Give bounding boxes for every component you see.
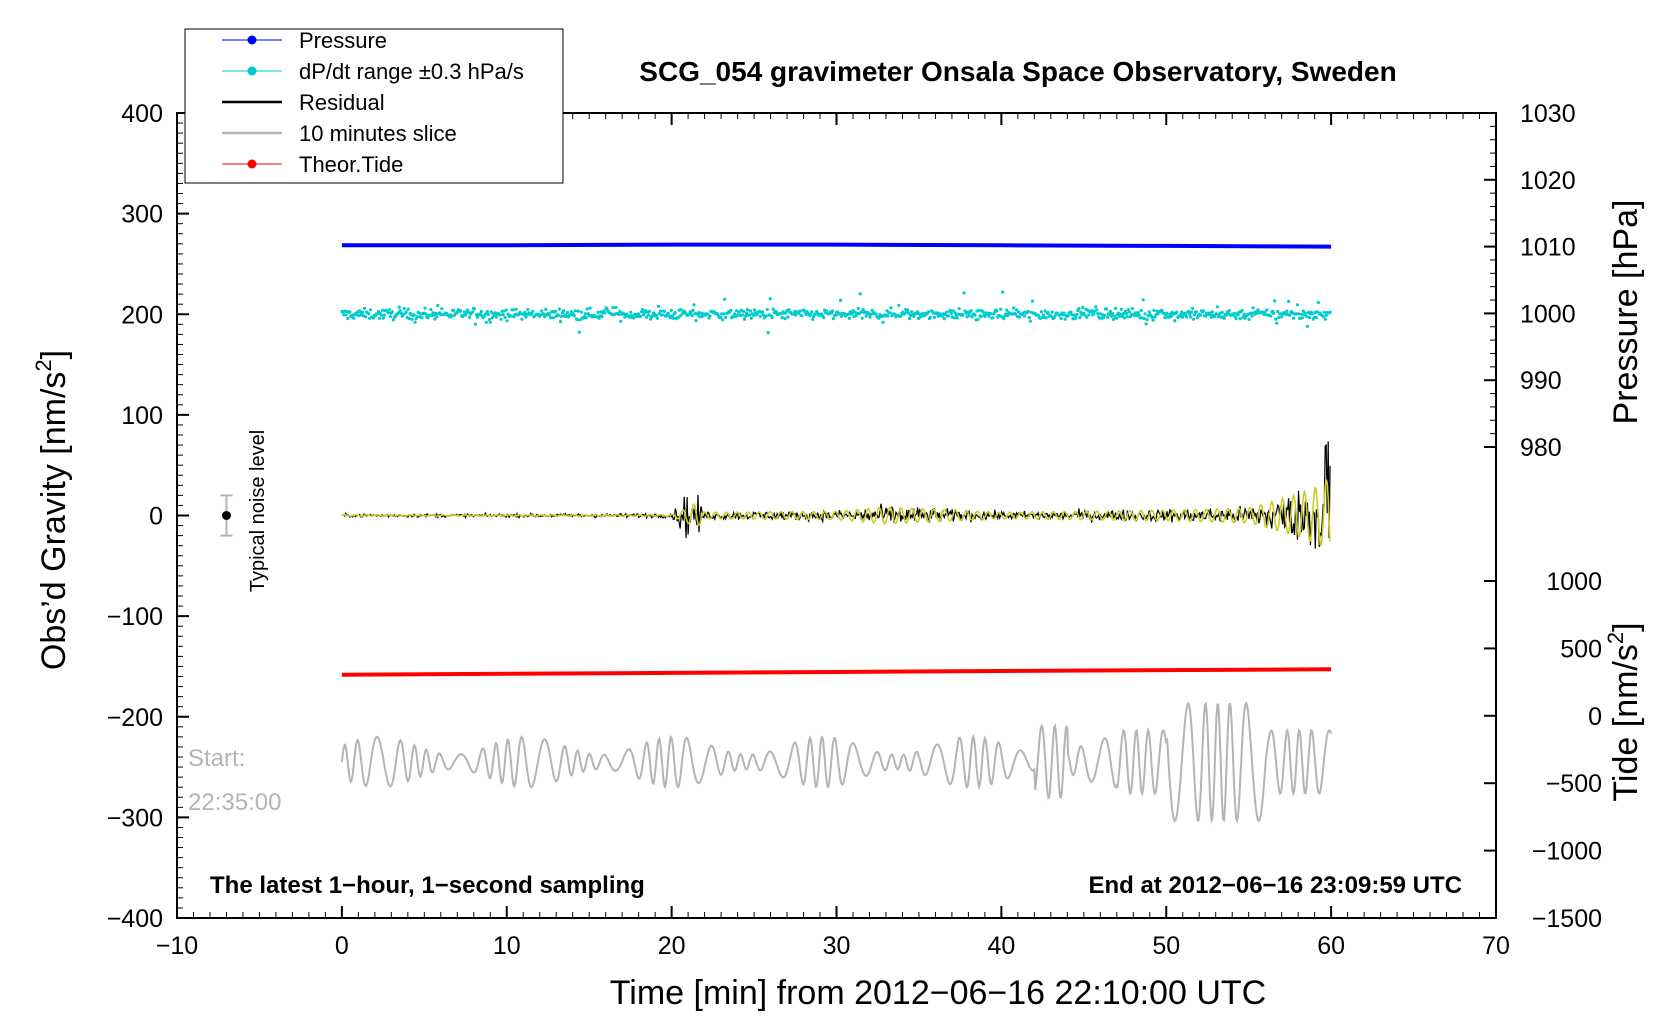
- x-tick-label: 30: [823, 932, 851, 960]
- tide-tick-label: 500: [1560, 635, 1602, 663]
- tide-tick-label: −1500: [1532, 905, 1602, 933]
- y-tick-label: 300: [121, 201, 163, 229]
- pressure-tick-label: 1020: [1520, 167, 1576, 195]
- tide-line: [341, 667, 1332, 677]
- tide-axis-title-sup: 2: [1603, 632, 1628, 644]
- x-tick-label: 60: [1317, 932, 1345, 960]
- legend-box: [184, 28, 564, 184]
- y-axis-title-close: ]: [35, 350, 73, 359]
- plot-frame: [176, 112, 1497, 919]
- tide-tick-label: 0: [1588, 703, 1602, 731]
- pressure-tick-label: 990: [1520, 367, 1562, 395]
- legend-marker: [247, 159, 257, 169]
- y-tick-label: 200: [121, 301, 163, 329]
- noise-level-label: Typical noise level: [247, 430, 269, 592]
- x-tick-label: −10: [156, 932, 198, 960]
- bottom-right-note: End at 2012−06−16 23:09:59 UTC: [1088, 872, 1462, 899]
- pressure-axis-title: Pressure [hPa]: [1607, 200, 1645, 425]
- data-series: [220, 242, 1333, 825]
- x-tick-label: 10: [493, 932, 521, 960]
- pressure-tick-label: 1000: [1520, 300, 1576, 328]
- legend-label: Theor.Tide: [299, 152, 403, 177]
- y-tick-label: −100: [107, 603, 163, 631]
- legend-label: Residual: [299, 90, 385, 115]
- x-tick-label: 0: [335, 932, 349, 960]
- tide-axis-title: Tide [nm/s2]: [1603, 622, 1645, 801]
- y-tick-label: −200: [107, 704, 163, 732]
- legend-marker: [247, 66, 257, 76]
- x-tick-label: 70: [1482, 932, 1510, 960]
- chart-title: SCG_054 gravimeter Onsala Space Observat…: [639, 56, 1396, 87]
- y-tick-label: 400: [121, 100, 163, 128]
- legend-label: dP/dt range ±0.3 hPa/s: [299, 59, 524, 84]
- y-axis-title-sup: 2: [31, 359, 56, 371]
- pressure-tick-label: 980: [1520, 434, 1562, 462]
- legend-label: 10 minutes slice: [299, 121, 457, 146]
- x-tick-label: 50: [1152, 932, 1180, 960]
- legend-label: Pressure: [299, 28, 387, 53]
- x-tick-label: 40: [987, 932, 1015, 960]
- tide-tick-label: −1000: [1532, 838, 1602, 866]
- y-tick-label: −400: [107, 905, 163, 933]
- y-axis-title: Obs’d Gravity [nm/s2]: [31, 350, 73, 670]
- x-tick-label: 20: [658, 932, 686, 960]
- pressure-line: [341, 242, 1332, 249]
- pressure-tick-label: 1010: [1520, 234, 1576, 262]
- slice-line: [340, 701, 1333, 825]
- start-label: Start:: [188, 745, 245, 772]
- noise-point: [221, 511, 231, 520]
- y-tick-label: 0: [149, 503, 163, 531]
- y-tick-label: −300: [107, 804, 163, 832]
- tide-tick-label: 1000: [1546, 568, 1602, 596]
- dpdt-points: [340, 290, 1332, 335]
- x-axis-title: Time [min] from 2012−06−16 22:10:00 UTC: [610, 974, 1266, 1012]
- start-time: 22:35:00: [188, 789, 281, 816]
- y-axis-title-main: Obs’d Gravity [nm/s: [35, 372, 73, 671]
- bottom-left-note: The latest 1−hour, 1−second sampling: [210, 872, 645, 899]
- legend-marker: [247, 35, 257, 45]
- legend: Pressure dP/dt range ±0.3 hPa/s Residual 10…: [184, 28, 564, 184]
- residual-filtered-line: [341, 479, 1331, 548]
- tide-tick-label: −500: [1546, 770, 1602, 798]
- tide-axis-title-close: ]: [1607, 622, 1645, 631]
- tide-axis-title-main: Tide [nm/s: [1607, 644, 1645, 801]
- pressure-tick-label: 1030: [1520, 100, 1576, 128]
- y-tick-label: 100: [121, 402, 163, 430]
